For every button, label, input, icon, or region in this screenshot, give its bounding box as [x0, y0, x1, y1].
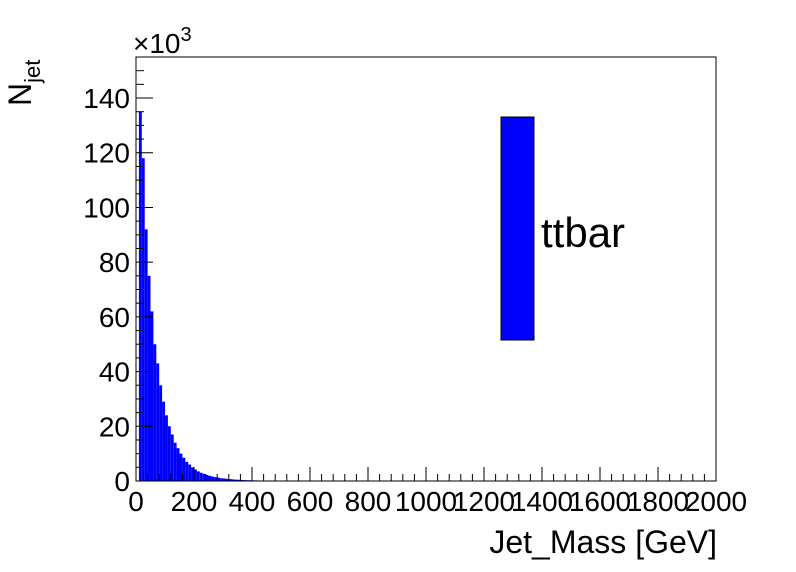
x-tick-label: 0 — [128, 486, 144, 517]
y-axis-ticks: 0 20 40 60 80 100 120 140 — [83, 56, 153, 497]
histogram-bin — [214, 477, 218, 481]
y-tick-label: 120 — [83, 138, 130, 169]
y-tick-label: 0 — [114, 466, 130, 497]
y-axis-title-main: N — [2, 83, 38, 106]
histogram-bin — [237, 479, 241, 481]
histogram-bin — [165, 415, 168, 481]
histogram-bin — [188, 464, 192, 481]
histogram-bin — [199, 472, 203, 481]
x-tick-label: 1400 — [511, 486, 573, 517]
histogram-bin — [141, 158, 145, 482]
histogram-bin — [182, 457, 186, 481]
histogram-bin — [211, 476, 215, 481]
y-tick-label: 140 — [83, 83, 130, 114]
histogram-bin — [202, 473, 206, 481]
histogram-bin — [217, 477, 221, 481]
y-multiplier: ×103 — [133, 24, 192, 59]
plot-frame — [135, 56, 717, 482]
y-tick-label: 20 — [99, 411, 130, 442]
y-tick-label: 80 — [99, 247, 130, 278]
x-axis-title: Jet_Mass [GeV] — [489, 524, 717, 560]
x-tick-label: 800 — [345, 486, 392, 517]
legend-swatch-ttbar — [500, 116, 535, 341]
histogram-bin — [162, 401, 165, 481]
x-tick-label: 2000 — [685, 486, 747, 517]
histogram-bin — [138, 111, 142, 481]
histogram-bin — [225, 478, 229, 481]
histogram-bin — [205, 474, 209, 481]
y-multiplier-exponent: 3 — [181, 24, 192, 46]
histogram-bin — [228, 479, 232, 481]
x-tick-label: 1000 — [395, 486, 457, 517]
histogram-bin — [179, 453, 183, 481]
histogram-bin — [156, 363, 160, 481]
x-tick-label: 1600 — [569, 486, 631, 517]
histogram-bin — [159, 385, 163, 481]
histogram-bin — [208, 475, 212, 481]
histogram-bin — [167, 426, 171, 481]
y-tick-label: 100 — [83, 192, 130, 223]
histogram-bin — [194, 469, 197, 481]
histogram-bin — [173, 442, 177, 481]
histogram-bin — [234, 479, 238, 481]
svg-text:Njet: Njet — [2, 60, 45, 106]
y-multiplier-base: ×10 — [133, 28, 181, 59]
histogram-bin — [223, 478, 226, 481]
histogram-bin — [150, 311, 154, 481]
histogram-bin — [176, 448, 180, 481]
x-tick-label: 1800 — [627, 486, 689, 517]
histogram-bin — [170, 434, 174, 481]
histogram-bin — [231, 479, 235, 481]
y-axis-title: Njet — [2, 60, 45, 106]
x-tick-label: 600 — [287, 486, 334, 517]
histogram-bin — [147, 275, 151, 481]
histogram-bin — [240, 479, 244, 481]
y-axis-title-sub: jet — [20, 60, 45, 84]
legend-label-ttbar: ttbar — [541, 209, 625, 256]
histogram-bin — [185, 461, 189, 481]
histogram-bin — [191, 467, 194, 481]
histogram-bin — [220, 478, 223, 481]
histogram-bin — [196, 471, 200, 481]
histogram-bin — [153, 344, 157, 481]
x-tick-label: 400 — [229, 486, 276, 517]
x-tick-label: 200 — [171, 486, 218, 517]
histogram-bars — [138, 111, 281, 482]
x-tick-label: 1200 — [453, 486, 515, 517]
y-tick-label: 40 — [99, 357, 130, 388]
histogram-bin — [144, 229, 148, 481]
y-tick-label: 60 — [99, 302, 130, 333]
